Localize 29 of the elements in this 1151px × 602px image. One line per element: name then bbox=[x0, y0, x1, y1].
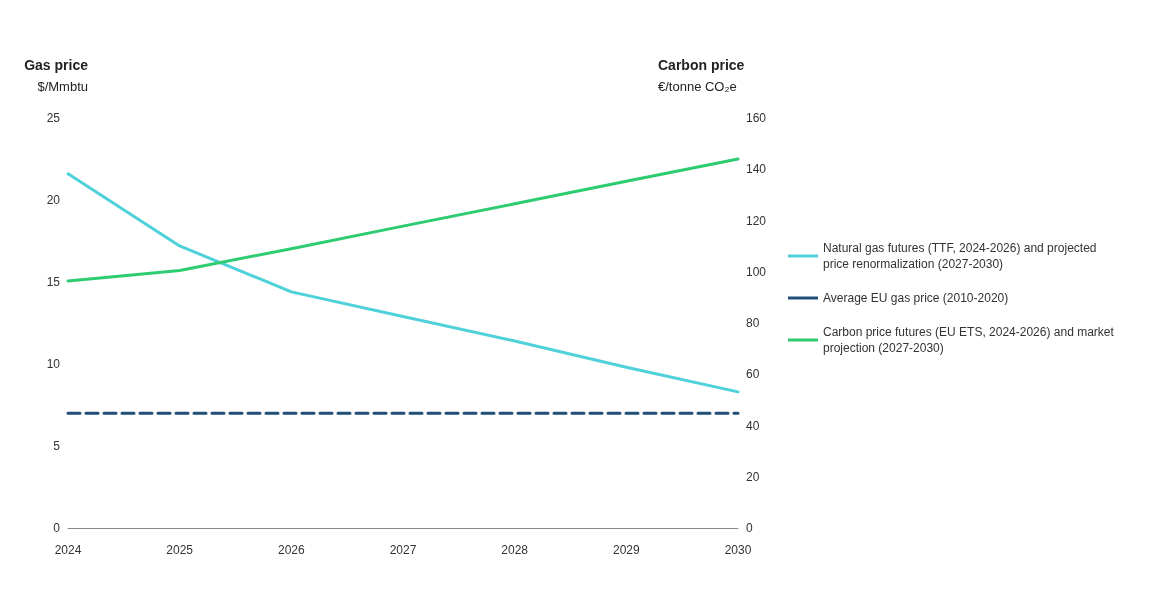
y-tick-label: 10 bbox=[46, 357, 61, 371]
x-tick-label: 2029 bbox=[612, 543, 640, 557]
legend-label: Average EU gas price (2010-2020) bbox=[823, 291, 1009, 305]
y2-axis-title: Carbon price €/tonne CO₂e bbox=[658, 57, 745, 94]
legend-label: Carbon price futures (EU ETS, 2024-2026) and market projection (2027-2030) bbox=[823, 325, 1118, 355]
y2-tick-label: 0 bbox=[746, 521, 753, 535]
y2-tick-label: 40 bbox=[746, 418, 760, 433]
y-tick-label: 0 bbox=[53, 521, 61, 535]
y-tick-label: 20 bbox=[46, 193, 61, 207]
y2-tick-label: 80 bbox=[746, 316, 760, 330]
x-tick-label: 2025 bbox=[166, 543, 194, 557]
y2-tick-label: 160 bbox=[746, 111, 767, 125]
legend-label: Natural gas futures (TTF, 2024-2026) and projected price renormalization (2027-2030) bbox=[823, 241, 1100, 271]
y-tick-label: 25 bbox=[46, 111, 61, 125]
line-series bbox=[66, 172, 740, 394]
x-tick-label: 2030 bbox=[724, 543, 752, 557]
y2-tick-label: 20 bbox=[746, 469, 760, 484]
y2-tick-label: 100 bbox=[746, 264, 767, 279]
y2-tick-label: 120 bbox=[746, 213, 767, 228]
y-tick-label: 15 bbox=[46, 275, 61, 289]
y-tick-label: 5 bbox=[53, 439, 61, 453]
x-tick-label: 2027 bbox=[389, 543, 417, 557]
x-tick-label: 2024 bbox=[54, 543, 82, 557]
y-axis-title: Gas price $/Mmbtu bbox=[24, 57, 89, 94]
line-series bbox=[66, 157, 740, 283]
x-tick-label: 2026 bbox=[277, 543, 305, 557]
y2-tick-label: 60 bbox=[746, 367, 760, 382]
y2-tick-label: 140 bbox=[746, 162, 767, 177]
x-tick-label: 2028 bbox=[501, 543, 529, 557]
